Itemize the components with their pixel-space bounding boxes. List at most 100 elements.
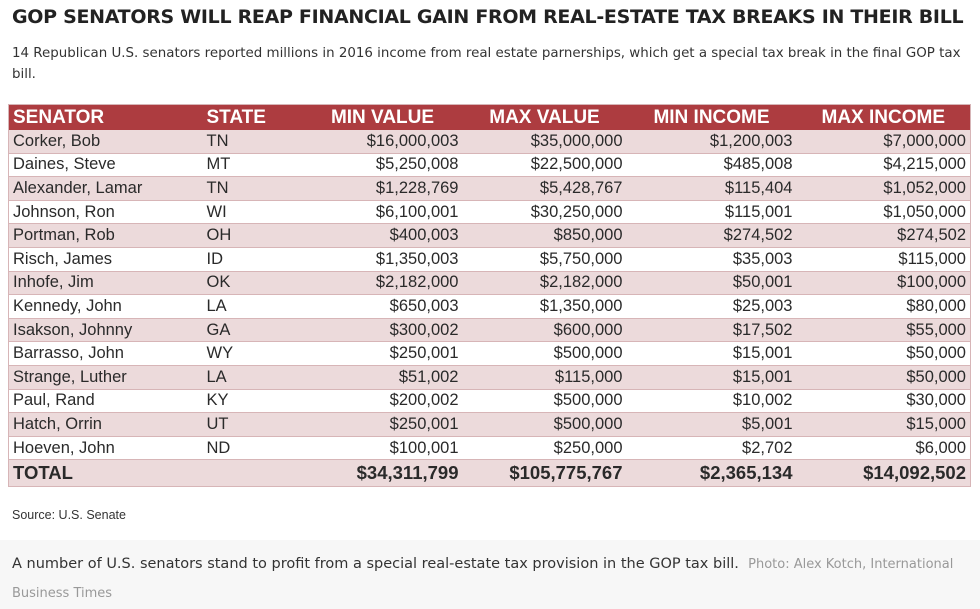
- table-cell: $100,001: [302, 436, 463, 461]
- table-cell: $5,750,000: [462, 247, 627, 272]
- table-cell: $1,350,000: [462, 294, 627, 319]
- table-cell: $6,100,001: [302, 200, 463, 225]
- table-cell: $25,003: [626, 294, 797, 319]
- table-row: Johnson, Ron WI $6,100,001 $30,250,000 $115,…: [8, 200, 971, 225]
- chart-title: GOP SENATORS WILL REAP FINANCIAL GAIN FR…: [12, 6, 964, 28]
- total-cell: TOTAL: [8, 459, 203, 488]
- table-cell: $50,001: [626, 271, 797, 296]
- total-row: TOTAL $34,311,799 $105,775,767 $2,365,134 $1…: [8, 459, 971, 488]
- table-cell: $1,050,000: [796, 200, 971, 225]
- table-cell: Hoeven, John: [8, 436, 203, 461]
- table-cell: $500,000: [462, 412, 627, 437]
- table-cell: $2,182,000: [302, 271, 463, 296]
- photo-credit: Photo: Alex Kotch, International Busines…: [12, 557, 954, 601]
- table-cell: $100,000: [796, 271, 971, 296]
- table-cell: $50,000: [796, 341, 971, 366]
- table-cell: KY: [202, 389, 303, 414]
- table-cell: LA: [202, 294, 303, 319]
- table-cell: $250,001: [302, 341, 463, 366]
- table-cell: $80,000: [796, 294, 971, 319]
- table-cell: $15,001: [626, 365, 797, 390]
- table-cell: $50,000: [796, 365, 971, 390]
- table-cell: Strange, Luther: [8, 365, 203, 390]
- table-cell: OK: [202, 271, 303, 296]
- table-cell: $274,502: [626, 223, 797, 248]
- table-cell: $17,502: [626, 318, 797, 343]
- table-cell: $1,228,769: [302, 176, 463, 201]
- table-cell: $55,000: [796, 318, 971, 343]
- table-row: Barrasso, John WY $250,001 $500,000 $15,001 $…: [8, 341, 971, 366]
- table-cell: Risch, James: [8, 247, 203, 272]
- table-row: Daines, Steve MT $5,250,008 $22,500,000 $485…: [8, 153, 971, 178]
- table-row: Strange, Luther LA $51,002 $115,000 $15,001 $…: [8, 365, 971, 390]
- table-cell: GA: [202, 318, 303, 343]
- table-row: Inhofe, Jim OK $2,182,000 $2,182,000 $50,001…: [8, 271, 971, 296]
- table-cell: $4,215,000: [796, 153, 971, 178]
- table-row: Hoeven, John ND $100,001 $250,000 $2,702 $6,0…: [8, 436, 971, 461]
- table-cell: $51,002: [302, 365, 463, 390]
- table-cell: $30,250,000: [462, 200, 627, 225]
- caption-text: A number of U.S. senators stand to profi…: [12, 556, 739, 572]
- total-cell: $14,092,502: [796, 459, 971, 488]
- table-cell: $30,000: [796, 389, 971, 414]
- table-cell: $15,001: [626, 341, 797, 366]
- table-cell: $1,350,003: [302, 247, 463, 272]
- table-cell: Portman, Rob: [8, 223, 203, 248]
- photo-caption: A number of U.S. senators stand to profi…: [0, 540, 980, 609]
- table-cell: $1,200,003: [626, 130, 797, 154]
- table-cell: $650,003: [302, 294, 463, 319]
- table-cell: LA: [202, 365, 303, 390]
- table-row: Hatch, Orrin UT $250,001 $500,000 $5,001 $15,…: [8, 412, 971, 437]
- table-cell: Paul, Rand: [8, 389, 203, 414]
- senators-table: SENATOR STATE MIN VALUE MAX VALUE MIN INCOME…: [8, 104, 971, 488]
- table-cell: $35,000,000: [462, 130, 627, 154]
- table-cell: $274,502: [796, 223, 971, 248]
- total-cell: $2,365,134: [626, 459, 797, 488]
- total-cell: $34,311,799: [302, 459, 463, 488]
- total-cell: [202, 459, 303, 488]
- table-cell: OH: [202, 223, 303, 248]
- table-cell: $300,002: [302, 318, 463, 343]
- source-note: Source: U.S. Senate: [12, 508, 126, 522]
- table-cell: ID: [202, 247, 303, 272]
- table-header-row: SENATOR STATE MIN VALUE MAX VALUE MIN INCOME…: [8, 104, 971, 130]
- table-row: Risch, James ID $1,350,003 $5,750,000 $35,00…: [8, 247, 971, 272]
- column-header: STATE: [202, 104, 303, 130]
- column-header: MAX VALUE: [462, 104, 627, 130]
- table-cell: WI: [202, 200, 303, 225]
- table-cell: $485,008: [626, 153, 797, 178]
- table-cell: $6,000: [796, 436, 971, 461]
- column-header: SENATOR: [8, 104, 203, 130]
- table-cell: UT: [202, 412, 303, 437]
- table-cell: Alexander, Lamar: [8, 176, 203, 201]
- table-cell: $850,000: [462, 223, 627, 248]
- table-cell: $35,003: [626, 247, 797, 272]
- table-cell: $7,000,000: [796, 130, 971, 154]
- table-cell: $1,052,000: [796, 176, 971, 201]
- table-cell: MT: [202, 153, 303, 178]
- table-cell: Daines, Steve: [8, 153, 203, 178]
- table-row: Paul, Rand KY $200,002 $500,000 $10,002 $30,0…: [8, 389, 971, 414]
- table-cell: $115,000: [462, 365, 627, 390]
- table-cell: $500,000: [462, 341, 627, 366]
- table-cell: $15,000: [796, 412, 971, 437]
- table-cell: Barrasso, John: [8, 341, 203, 366]
- table-cell: Inhofe, Jim: [8, 271, 203, 296]
- table-cell: $600,000: [462, 318, 627, 343]
- table-cell: $250,001: [302, 412, 463, 437]
- table-cell: Hatch, Orrin: [8, 412, 203, 437]
- table-cell: Kennedy, John: [8, 294, 203, 319]
- table-cell: $115,404: [626, 176, 797, 201]
- column-header: MIN INCOME: [626, 104, 797, 130]
- table-cell: ND: [202, 436, 303, 461]
- table-cell: TN: [202, 176, 303, 201]
- table-cell: Isakson, Johnny: [8, 318, 203, 343]
- table-cell: WY: [202, 341, 303, 366]
- table-cell: $5,250,008: [302, 153, 463, 178]
- table-cell: $250,000: [462, 436, 627, 461]
- table-row: Portman, Rob OH $400,003 $850,000 $274,502 $2…: [8, 223, 971, 248]
- table-row: Kennedy, John LA $650,003 $1,350,000 $25,003…: [8, 294, 971, 319]
- table-cell: Johnson, Ron: [8, 200, 203, 225]
- column-header: MAX INCOME: [796, 104, 971, 130]
- table-row: Corker, Bob TN $16,000,003 $35,000,000 $1,20…: [8, 130, 971, 154]
